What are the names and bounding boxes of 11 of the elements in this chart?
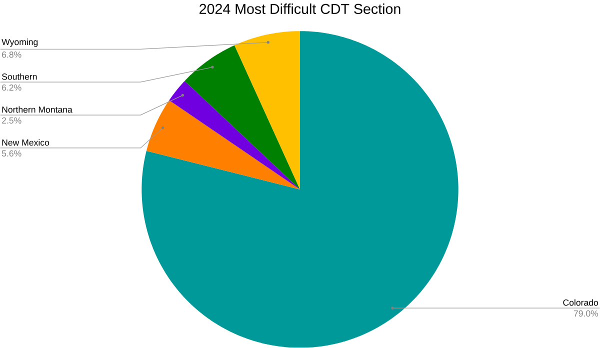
slice-label: Colorado [563, 299, 598, 306]
data-label: 5.6% [2, 150, 22, 157]
data-label: 79.0% [574, 310, 598, 317]
slice-label: Wyoming [2, 38, 38, 47]
slice-label: New Mexico [2, 139, 50, 146]
data-label: 6.8% [2, 52, 22, 58]
data-label: 2.5% [2, 118, 22, 124]
slice-label: Northern Montana [2, 106, 72, 113]
slice-label: Southern [2, 73, 37, 80]
data-label: 6.2% [2, 84, 22, 91]
chart-title: 2024 Most Difficult CDT Section [200, 4, 400, 14]
